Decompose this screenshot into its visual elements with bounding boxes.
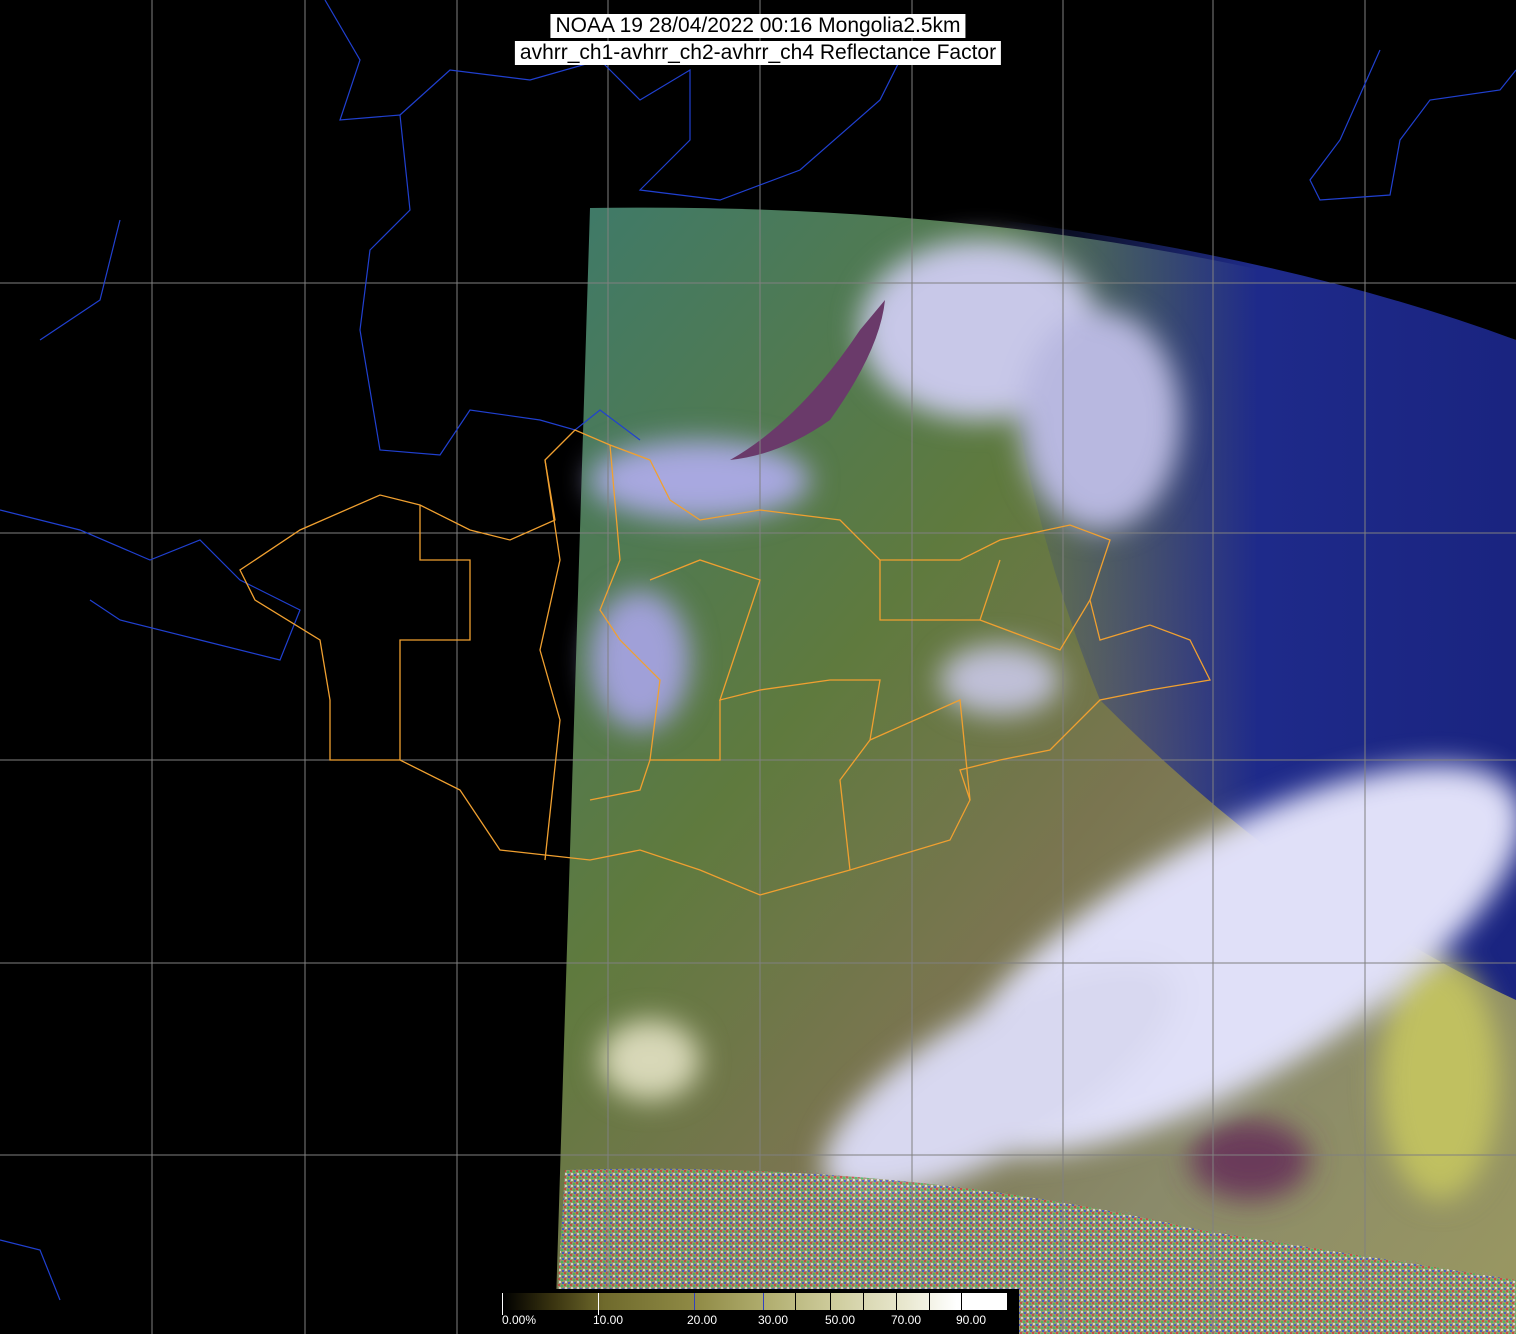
- colorbar-tick: [694, 1293, 695, 1310]
- colorbar-label: 0.00%: [501, 1313, 537, 1327]
- colorbar-tick: [896, 1293, 897, 1310]
- satellite-swath: [555, 207, 1516, 1334]
- colorbar-tick: [863, 1293, 864, 1310]
- colorbar-label: 10.00: [592, 1313, 624, 1327]
- image-title-line2: avhrr_ch1-avhrr_ch2-avhrr_ch4 Reflectanc…: [514, 41, 1002, 65]
- colorbar-legend: 0.00% 10.00 20.00 30.00 50.00 70.00 90.0…: [497, 1289, 1019, 1334]
- colorbar-label: 90.00: [955, 1313, 987, 1327]
- colorbar-gradient: [503, 1293, 1007, 1310]
- colorbar-tick: [795, 1293, 796, 1310]
- colorbar-tick: [502, 1293, 503, 1315]
- image-title-line1: NOAA 19 28/04/2022 00:16 Mongolia2.5km: [550, 14, 966, 38]
- colorbar-tick: [598, 1293, 599, 1315]
- colorbar-label: 30.00: [757, 1313, 789, 1327]
- colorbar-tick: [961, 1293, 962, 1310]
- colorbar-tick: [763, 1293, 764, 1310]
- colorbar-label: 20.00: [686, 1313, 718, 1327]
- colorbar-label: 70.00: [890, 1313, 922, 1327]
- mongolia-admin-borders: [239, 429, 1211, 896]
- colorbar-tick: [830, 1293, 831, 1310]
- colorbar-tick: [929, 1293, 930, 1310]
- country-borders: [0, 0, 1516, 1301]
- colorbar-label: 50.00: [824, 1313, 856, 1327]
